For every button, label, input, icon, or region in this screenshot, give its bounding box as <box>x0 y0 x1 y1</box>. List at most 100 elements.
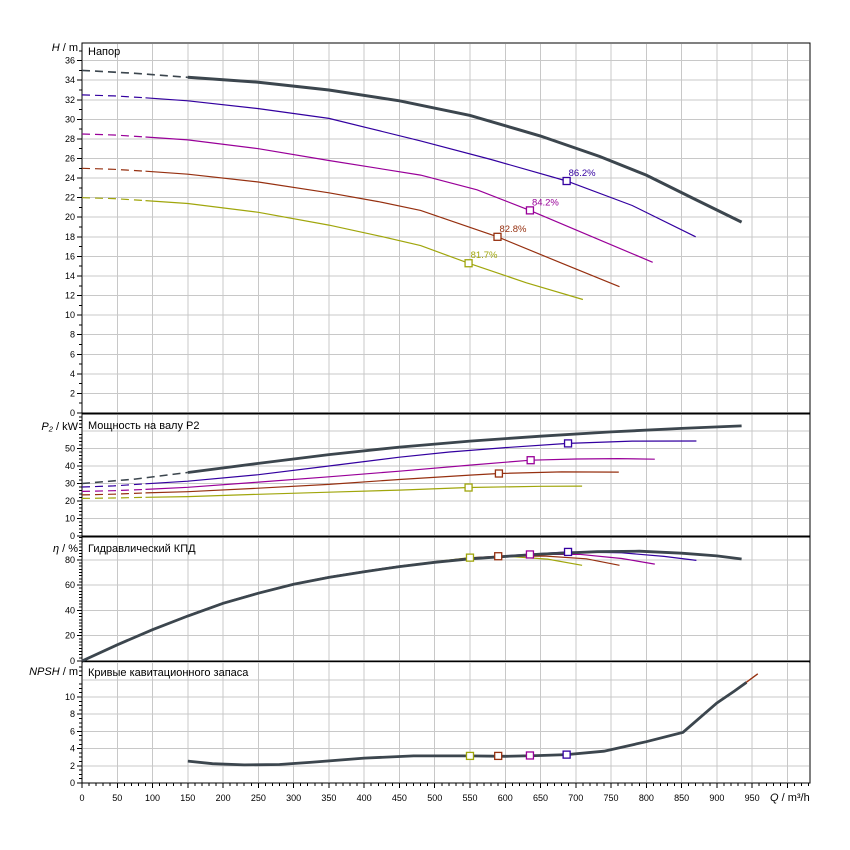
x-tick-label: 700 <box>568 793 583 803</box>
efficiency-label: 81.7% <box>471 250 498 261</box>
x-tick-label: 400 <box>357 793 372 803</box>
x-tick-label: 150 <box>180 793 195 803</box>
curve-head-red[interactable] <box>145 170 620 288</box>
y-tick-label: 30 <box>65 114 75 124</box>
y-tick-label: 30 <box>65 478 75 488</box>
duty-point-marker[interactable] <box>465 751 475 761</box>
duty-point-marker[interactable] <box>494 552 503 561</box>
curve-head-selected[interactable] <box>187 75 743 224</box>
curve-head-red-extrapolated[interactable] <box>81 167 146 172</box>
y-tick-label: 28 <box>65 134 75 144</box>
x-tick-label: 200 <box>216 793 231 803</box>
curve-power-red[interactable] <box>145 471 619 494</box>
curve-power-blue-extrapolated[interactable] <box>81 483 146 488</box>
y-tick-label: 50 <box>65 443 75 453</box>
y-tick-label: 10 <box>65 692 75 702</box>
plot-area <box>81 413 811 537</box>
y-tick-label: 4 <box>70 369 75 379</box>
y-tick-label: 34 <box>65 75 75 85</box>
curve-power-olive-extrapolated[interactable] <box>81 496 146 499</box>
y-tick-label: 8 <box>70 330 75 340</box>
duty-point-marker[interactable] <box>563 439 573 448</box>
y-axis-label-npsh: NPSH / m <box>29 666 78 678</box>
duty-point-marker[interactable] <box>464 259 473 268</box>
duty-point-marker[interactable] <box>494 751 503 761</box>
duty-point-marker[interactable] <box>493 232 502 241</box>
x-tick-label: 0 <box>79 793 84 803</box>
y-tick-label: 20 <box>65 496 75 506</box>
x-tick-label: 750 <box>604 793 619 803</box>
curve-power-blue[interactable] <box>145 440 697 485</box>
y-tick-label: 16 <box>65 251 75 261</box>
y-tick-label: 60 <box>65 580 75 590</box>
curve-power-magenta[interactable] <box>145 457 655 490</box>
duty-point-marker[interactable] <box>525 550 535 559</box>
x-tick-label: 900 <box>709 793 724 803</box>
x-tick-label: 550 <box>462 793 477 803</box>
curve-power-olive[interactable] <box>145 485 583 498</box>
y-tick-label: 4 <box>70 744 75 754</box>
y-tick-label: 2 <box>70 388 75 398</box>
y-tick-label: 18 <box>65 232 75 242</box>
x-tick-label: 500 <box>427 793 442 803</box>
curve-power-selected-extrapolated[interactable] <box>81 471 188 485</box>
duty-point-marker[interactable] <box>494 469 504 478</box>
duty-point-marker[interactable] <box>465 553 475 562</box>
x-tick-label: 350 <box>321 793 336 803</box>
curve-head-selected-extrapolated[interactable] <box>81 69 188 79</box>
panel-title-efficiency: Гидравлический КПД <box>88 543 196 555</box>
y-tick-label: 80 <box>65 555 75 565</box>
curve-npsh-selected[interactable] <box>187 681 748 767</box>
y-axis-unit-power: / kW <box>52 421 78 433</box>
y-tick-label: 40 <box>65 605 75 615</box>
x-tick-label: 50 <box>112 793 122 803</box>
panel-title-head: Напор <box>88 46 121 58</box>
y-tick-label: 22 <box>65 193 75 203</box>
y-tick-label: 6 <box>70 726 75 736</box>
duty-point-marker[interactable] <box>526 456 535 465</box>
y-axis-unit-efficiency: / % <box>59 543 78 555</box>
y-tick-label: 0 <box>70 531 75 541</box>
efficiency-label: 82.8% <box>499 224 526 235</box>
x-axis-unit: / m³/h <box>778 792 810 804</box>
x-tick-label: 950 <box>745 793 760 803</box>
y-axis-unit-head: / m <box>59 42 78 54</box>
curve-head-magenta-extrapolated[interactable] <box>81 133 146 138</box>
curve-head-olive[interactable] <box>145 200 584 301</box>
curve-power-red-extrapolated[interactable] <box>81 492 146 496</box>
duty-point-marker[interactable] <box>525 751 535 760</box>
x-tick-label: 100 <box>145 793 160 803</box>
x-tick-label: 450 <box>392 793 407 803</box>
x-tick-label: 850 <box>674 793 689 803</box>
curve-power-magenta-extrapolated[interactable] <box>81 488 146 492</box>
curve-head-magenta[interactable] <box>145 136 653 263</box>
curve-power-selected[interactable] <box>187 424 742 474</box>
y-axis-var-head: H <box>51 42 60 54</box>
y-tick-label: 0 <box>70 656 75 666</box>
x-axis-var: Q <box>770 792 779 804</box>
curve-eff-selected[interactable] <box>81 549 742 663</box>
duty-point-marker[interactable] <box>563 547 573 557</box>
y-axis-var-efficiency: η <box>52 543 60 555</box>
y-tick-label: 26 <box>65 154 75 164</box>
x-tick-label: 650 <box>533 793 548 803</box>
y-axis-var-npsh: NPSH <box>29 666 60 678</box>
duty-point-marker[interactable] <box>562 176 571 186</box>
y-tick-label: 20 <box>65 212 75 222</box>
duty-point-marker[interactable] <box>562 750 571 759</box>
duty-point-marker[interactable] <box>464 483 473 492</box>
curve-head-blue[interactable] <box>145 97 696 238</box>
y-tick-label: 32 <box>65 95 75 105</box>
y-axis-label-power: P₂ / kW <box>41 421 78 433</box>
y-axis-label-head: H / m <box>52 42 78 54</box>
plot-area <box>81 42 811 414</box>
x-tick-label: 250 <box>251 793 266 803</box>
efficiency-label: 86.2% <box>569 168 596 179</box>
panel-title-npsh: Кривые кавитационного запаса <box>88 667 249 679</box>
x-tick-label: 300 <box>286 793 301 803</box>
duty-point-marker[interactable] <box>525 206 535 215</box>
curve-head-blue-extrapolated[interactable] <box>81 94 146 99</box>
curve-head-olive-extrapolated[interactable] <box>81 197 146 202</box>
